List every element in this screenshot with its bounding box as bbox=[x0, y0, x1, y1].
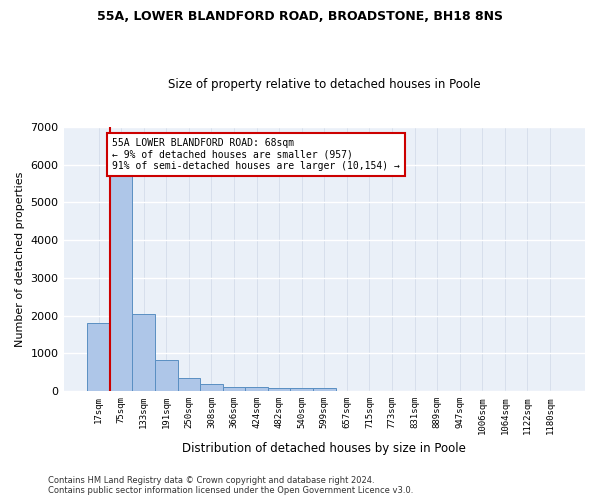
Bar bbox=[268, 388, 290, 391]
Bar bbox=[290, 388, 313, 391]
Bar bbox=[200, 384, 223, 391]
Bar bbox=[133, 314, 155, 391]
Bar bbox=[87, 323, 110, 391]
Bar bbox=[223, 386, 245, 391]
Text: Contains HM Land Registry data © Crown copyright and database right 2024.
Contai: Contains HM Land Registry data © Crown c… bbox=[48, 476, 413, 495]
Y-axis label: Number of detached properties: Number of detached properties bbox=[15, 172, 25, 346]
Bar bbox=[313, 388, 335, 391]
Title: Size of property relative to detached houses in Poole: Size of property relative to detached ho… bbox=[168, 78, 481, 91]
Text: 55A LOWER BLANDFORD ROAD: 68sqm
← 9% of detached houses are smaller (957)
91% of: 55A LOWER BLANDFORD ROAD: 68sqm ← 9% of … bbox=[112, 138, 400, 172]
Bar bbox=[110, 174, 133, 391]
X-axis label: Distribution of detached houses by size in Poole: Distribution of detached houses by size … bbox=[182, 442, 466, 455]
Bar bbox=[155, 360, 178, 391]
Bar bbox=[245, 387, 268, 391]
Text: 55A, LOWER BLANDFORD ROAD, BROADSTONE, BH18 8NS: 55A, LOWER BLANDFORD ROAD, BROADSTONE, B… bbox=[97, 10, 503, 23]
Bar bbox=[178, 378, 200, 391]
